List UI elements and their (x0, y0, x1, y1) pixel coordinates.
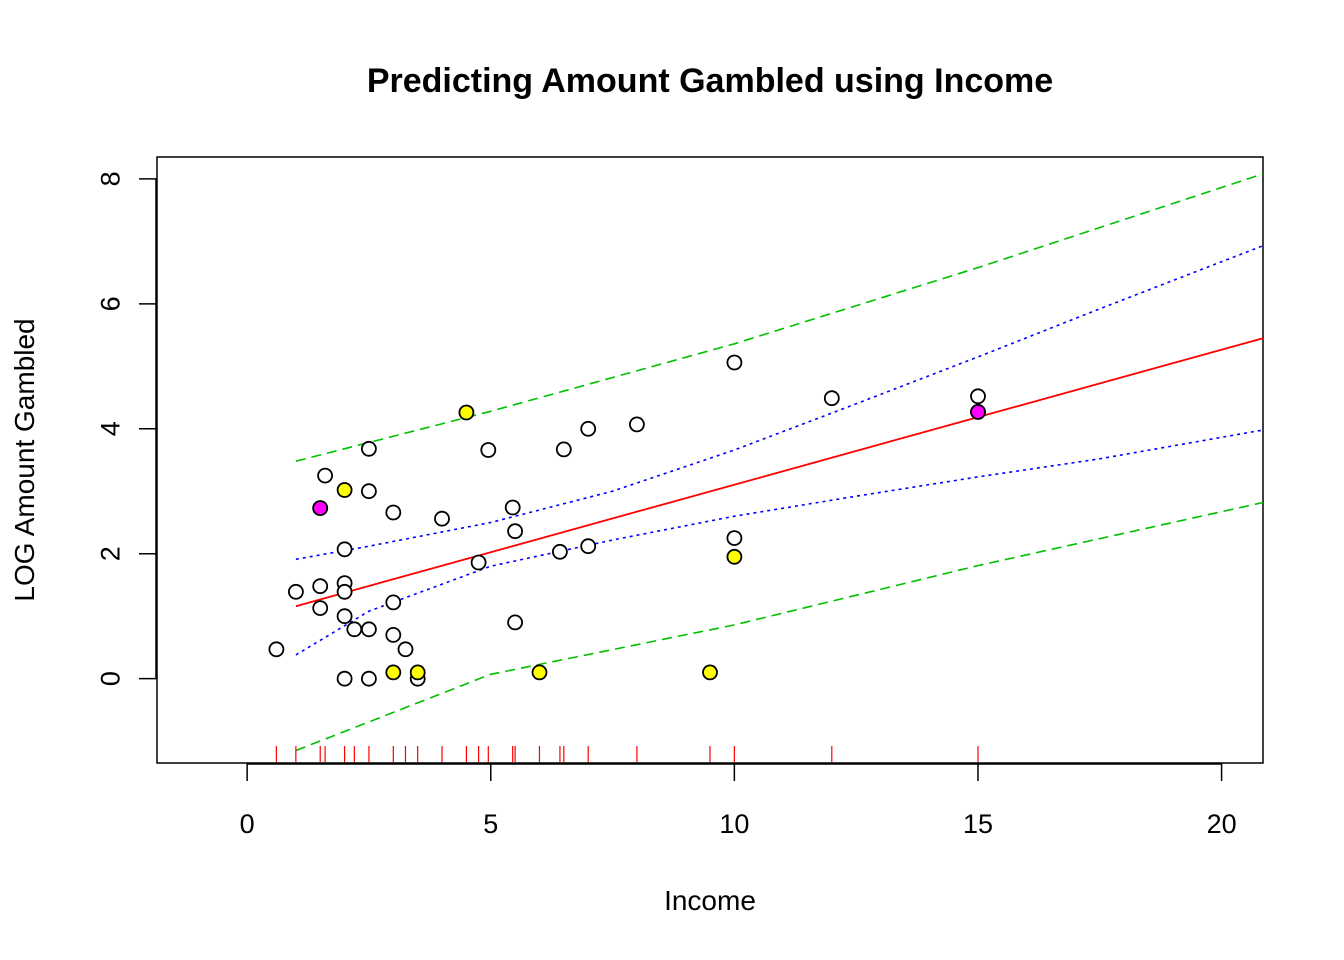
data-point (336, 583, 353, 600)
data-point (287, 583, 304, 600)
x-tick-label: 10 (719, 809, 749, 839)
x-axis-label: Income (664, 885, 756, 916)
points-layer (268, 354, 986, 687)
data-point (552, 543, 568, 560)
y-tick-label: 2 (95, 546, 125, 561)
prediction-upper-line (295, 173, 1264, 462)
data-point (397, 641, 414, 658)
data-point (268, 641, 285, 658)
plot-frame (156, 156, 1264, 764)
data-point (702, 664, 718, 681)
confidence-bands (295, 244, 1264, 656)
y-tick-label: 4 (95, 421, 125, 436)
data-point (726, 530, 743, 546)
y-tick-label: 8 (95, 171, 125, 186)
data-point (312, 500, 329, 517)
data-point (580, 538, 597, 555)
data-point (629, 416, 645, 433)
data-point (360, 440, 377, 457)
data-point (507, 523, 523, 540)
data-point (470, 554, 487, 571)
data-point (346, 621, 363, 638)
x-tick-label: 5 (483, 809, 498, 839)
data-point (336, 541, 353, 558)
data-point (970, 388, 986, 405)
data-point (504, 499, 521, 516)
data-point (970, 403, 986, 420)
data-point (434, 510, 450, 527)
x-tick-label: 0 (240, 809, 255, 839)
regression-fit-line (295, 337, 1264, 608)
data-point (317, 467, 334, 484)
data-point (726, 548, 743, 565)
data-point (360, 670, 377, 687)
data-point (531, 664, 548, 681)
prediction-lower-line (295, 501, 1264, 752)
data-point (458, 404, 475, 421)
data-point (580, 420, 597, 437)
data-point (360, 483, 377, 500)
data-point (409, 664, 426, 681)
data-point (385, 664, 402, 681)
y-axis: 0 2 4 6 8 (95, 171, 157, 686)
chart-title: Predicting Amount Gambled using Income (367, 62, 1053, 100)
data-point (507, 614, 523, 631)
x-tick-label: 20 (1207, 809, 1237, 839)
data-point (312, 578, 329, 595)
prediction-bands (295, 173, 1264, 752)
y-axis-label: LOG Amount Gambled (9, 318, 40, 601)
data-point (336, 608, 353, 625)
confidence-upper-line (295, 244, 1264, 561)
y-tick-label: 6 (95, 296, 125, 311)
data-point (726, 354, 743, 371)
x-axis: 0 5 10 15 20 (240, 763, 1237, 839)
data-point (360, 621, 377, 638)
y-tick-label: 0 (95, 671, 125, 686)
fit-line-layer (295, 337, 1264, 608)
rug-layer (275, 746, 979, 762)
data-point (385, 504, 402, 521)
data-point (480, 442, 497, 458)
data-point (336, 482, 353, 498)
confidence-lower-line (295, 429, 1264, 656)
data-point (336, 670, 353, 687)
data-point (385, 594, 402, 611)
data-point (555, 441, 572, 458)
data-point (385, 627, 402, 643)
x-tick-label: 15 (963, 809, 993, 839)
data-point (823, 390, 840, 407)
data-point (312, 600, 329, 616)
